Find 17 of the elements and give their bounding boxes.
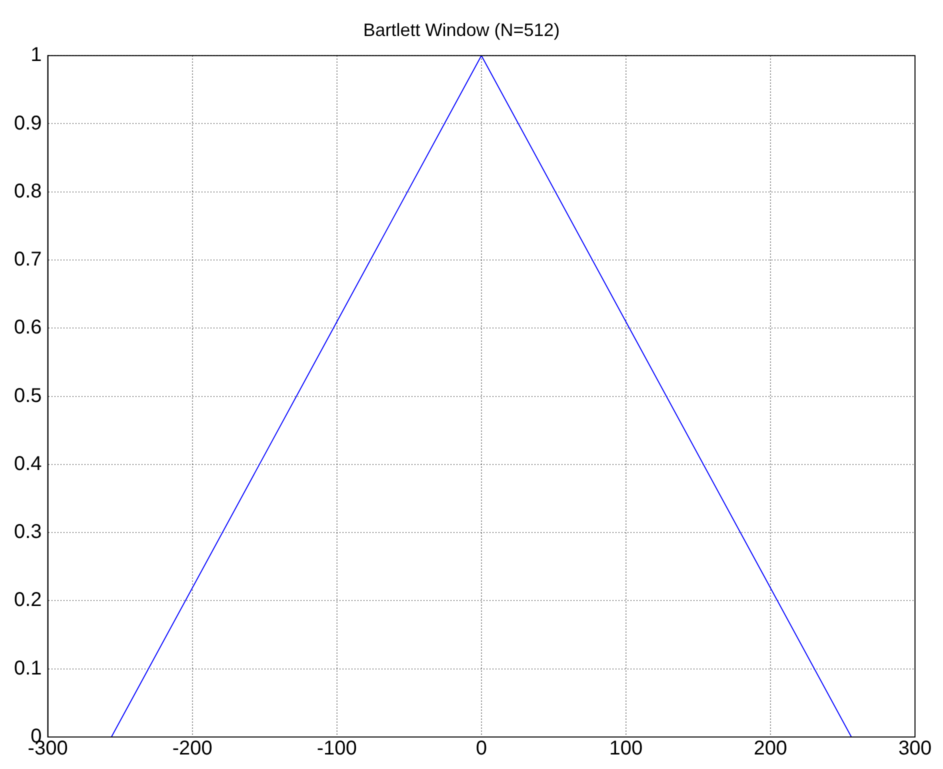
x-tick-label: 300	[898, 738, 932, 760]
y-tick-label: 0.3	[14, 521, 42, 544]
y-tick-label: 0.6	[14, 316, 42, 339]
y-tick-label: 0.2	[14, 589, 42, 612]
y-tick-label: 0.5	[14, 384, 42, 407]
y-tick-label: 0.4	[14, 452, 42, 475]
x-tick-label: 0	[476, 738, 487, 760]
y-tick-label: 0.1	[14, 657, 42, 680]
x-tick-label: -100	[316, 738, 357, 760]
x-tick-label: 100	[609, 738, 643, 760]
y-tick-label: 0.9	[14, 112, 42, 134]
y-tick-label: 0.7	[14, 248, 42, 271]
x-tick-label: 200	[754, 738, 788, 760]
x-tick-label: -200	[172, 738, 212, 760]
y-tick-label: 1	[30, 44, 42, 66]
y-tick-label: 0.8	[14, 180, 42, 202]
chart-title: Bartlett Window (N=512)	[363, 20, 560, 40]
